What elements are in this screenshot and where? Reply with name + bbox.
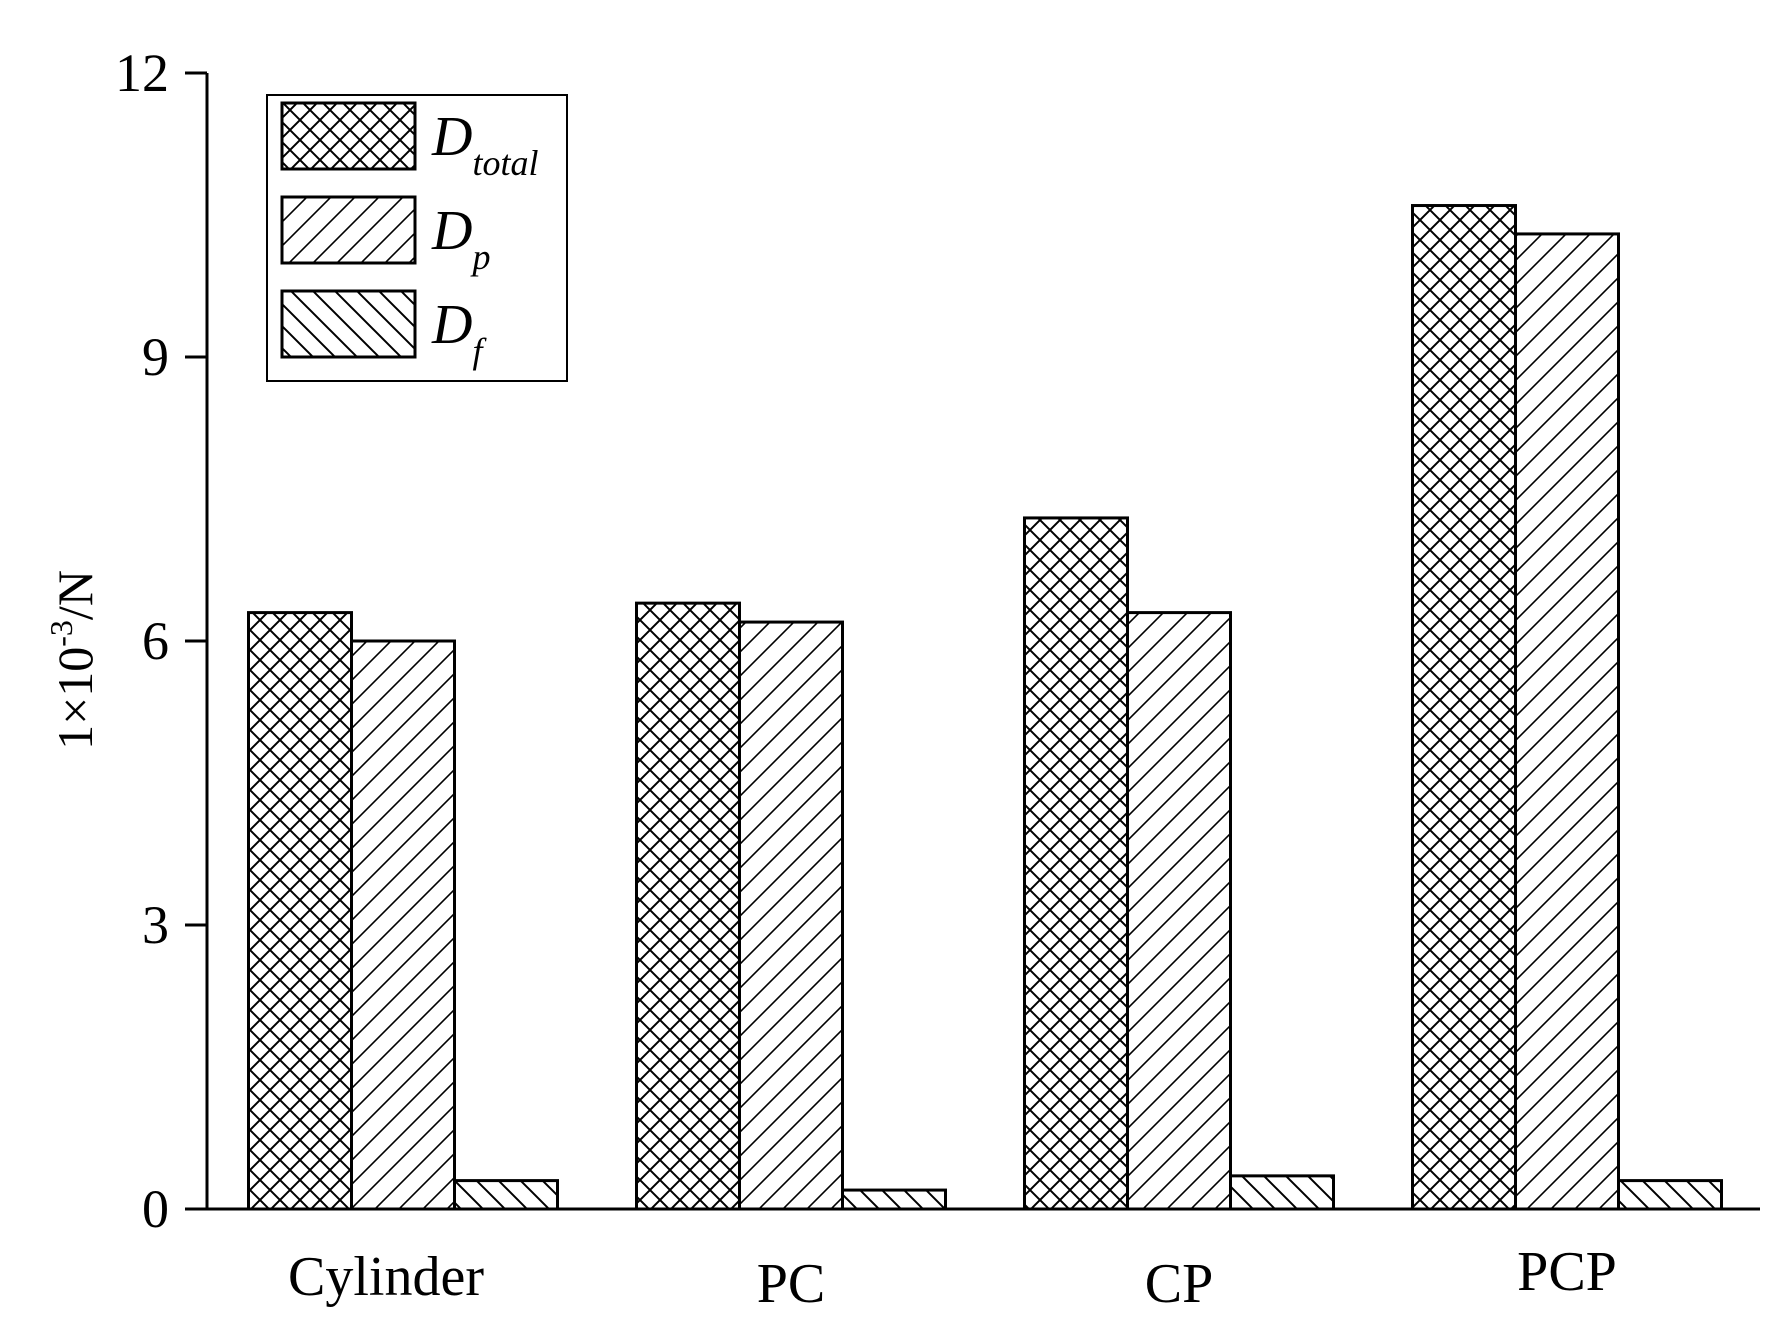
- bar-f-cp: [1229, 1174, 1335, 1211]
- legend-label-subscript: total: [472, 143, 538, 183]
- legend-label-main: D: [431, 200, 472, 262]
- x-category-label: PC: [757, 1253, 826, 1315]
- y-tick-label: 6: [142, 611, 169, 671]
- y-tick-label: 12: [115, 43, 169, 103]
- y-ticks-group: 0 3 6 9 12: [115, 43, 207, 1239]
- bars-group: [247, 204, 1723, 1211]
- legend-swatch-f: [280, 289, 417, 359]
- x-labels-group: Cylinder PC CP PCP: [288, 1241, 1617, 1315]
- bar-total-cp: [1023, 516, 1129, 1211]
- legend-label-total: Dtotal: [431, 106, 538, 183]
- y-axis-label-unit: /N: [47, 570, 103, 620]
- bar-total-pc: [635, 601, 741, 1211]
- legend-label-main: D: [431, 106, 472, 168]
- bar-total-pcp: [1411, 204, 1517, 1211]
- bar-f-cylinder: [453, 1179, 559, 1211]
- x-category-label: CP: [1145, 1253, 1214, 1315]
- bar-p-pcp: [1514, 232, 1620, 1211]
- x-category-label: PCP: [1517, 1241, 1617, 1303]
- y-tick-label: 9: [142, 327, 169, 387]
- legend-label-p: Dp: [431, 200, 490, 277]
- y-tick-label: 3: [142, 895, 169, 955]
- bar-f-pc: [841, 1188, 947, 1211]
- legend-label-main: D: [431, 294, 472, 356]
- bar-p-pc: [738, 620, 844, 1211]
- y-tick-label: 0: [142, 1179, 169, 1239]
- bar-p-cp: [1126, 611, 1232, 1211]
- legend-swatch-total: [280, 101, 417, 171]
- y-axis-label-exponent: -3: [43, 620, 79, 647]
- bar-p-cylinder: [350, 639, 456, 1211]
- y-axis-label-base: 1×10: [47, 647, 103, 750]
- bar-total-cylinder: [247, 611, 353, 1211]
- x-category-label: Cylinder: [288, 1246, 484, 1308]
- legend-label-subscript: p: [469, 237, 490, 277]
- bar-f-pcp: [1617, 1179, 1723, 1211]
- y-axis-label: 1×10-3/N: [43, 570, 103, 750]
- legend-swatch-p: [280, 195, 417, 265]
